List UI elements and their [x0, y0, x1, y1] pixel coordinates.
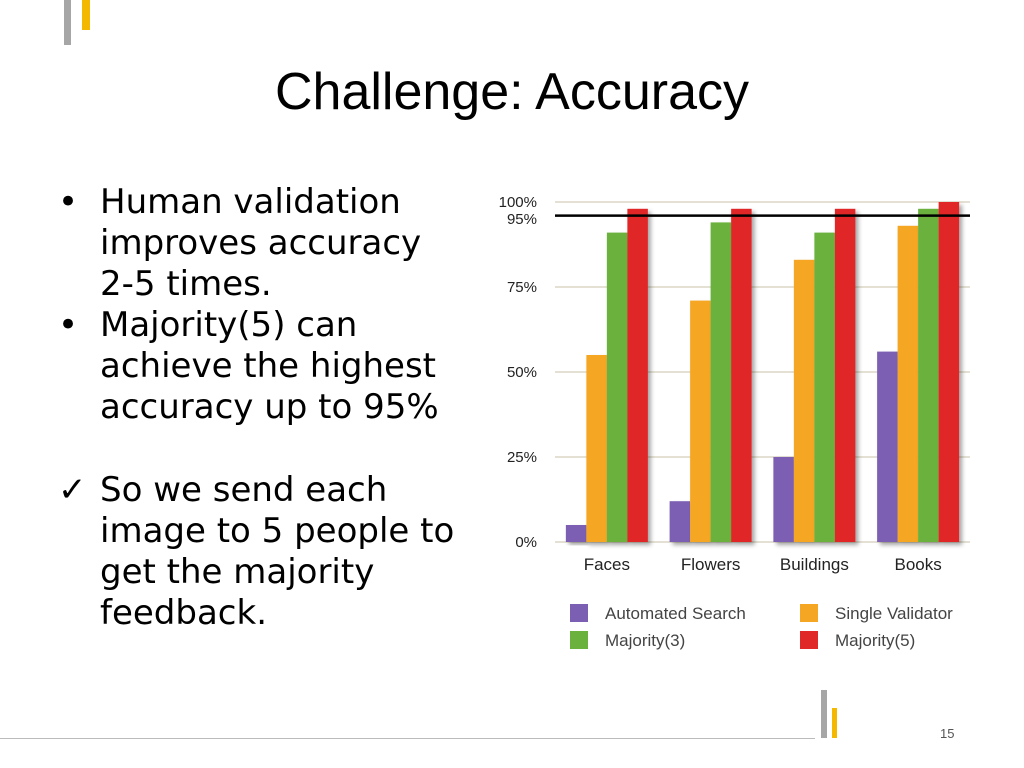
bullet-text: So we send each image to 5 people to get… — [100, 470, 455, 633]
y-tick-label: 95% — [507, 211, 537, 228]
x-tick-label: Flowers — [681, 555, 741, 574]
x-tick-label: Buildings — [780, 555, 849, 574]
y-tick-label: 50% — [507, 364, 537, 381]
bullet-text: Human validation improves accuracy 2-5 t… — [100, 182, 422, 304]
page-number: 15 — [940, 726, 955, 741]
bar — [814, 232, 835, 542]
y-tick-label: 0% — [515, 534, 537, 551]
legend-label: Majority(5) — [835, 631, 915, 650]
bullet-dot-icon: • — [58, 305, 79, 345]
checkmark-icon: ✓ — [58, 470, 87, 510]
bar — [773, 457, 794, 542]
decor-bar-gray-top — [64, 0, 71, 45]
decor-bar-gray-bottom — [821, 690, 827, 738]
bar — [710, 222, 732, 542]
legend-label: Majority(3) — [605, 631, 685, 650]
bar — [877, 351, 898, 542]
bar — [627, 208, 648, 543]
bar — [938, 202, 960, 542]
bar — [586, 355, 607, 542]
bullet-item: ✓ So we send each image to 5 people to g… — [58, 470, 458, 634]
bullet-list: • Human validation improves accuracy 2-5… — [58, 182, 458, 634]
y-tick-label: 75% — [507, 279, 537, 296]
y-tick-label: 100% — [499, 194, 537, 211]
bar — [669, 501, 691, 542]
legend-swatch — [570, 604, 588, 622]
legend-label: Automated Search — [605, 604, 746, 623]
decor-bar-yellow-bottom — [832, 708, 837, 738]
bar — [690, 300, 711, 542]
bar — [731, 208, 752, 543]
y-tick-label: 25% — [507, 449, 537, 466]
legend-label: Single Validator — [835, 604, 953, 623]
bar — [606, 232, 628, 542]
bar — [565, 525, 587, 542]
bullet-text: Majority(5) can achieve the highest accu… — [100, 305, 439, 427]
bar — [897, 225, 919, 543]
decor-bar-yellow-top — [82, 0, 90, 30]
bullet-item: • Human validation improves accuracy 2-5… — [58, 182, 458, 305]
x-tick-label: Faces — [584, 555, 630, 574]
footer-divider — [0, 738, 815, 739]
legend-swatch — [570, 631, 588, 649]
bar — [834, 208, 856, 543]
legend-swatch — [800, 604, 818, 622]
x-tick-label: Books — [895, 555, 942, 574]
bar — [793, 259, 815, 542]
legend-swatch — [800, 631, 818, 649]
bullet-dot-icon: • — [58, 182, 79, 222]
bullet-item: • Majority(5) can achieve the highest ac… — [58, 305, 458, 428]
bar — [918, 208, 939, 543]
slide-title: Challenge: Accuracy — [274, 63, 750, 121]
accuracy-bar-chart: 0% 25% 50% 75% 95%100% Faces Flowers Buildings B… — [499, 194, 970, 650]
